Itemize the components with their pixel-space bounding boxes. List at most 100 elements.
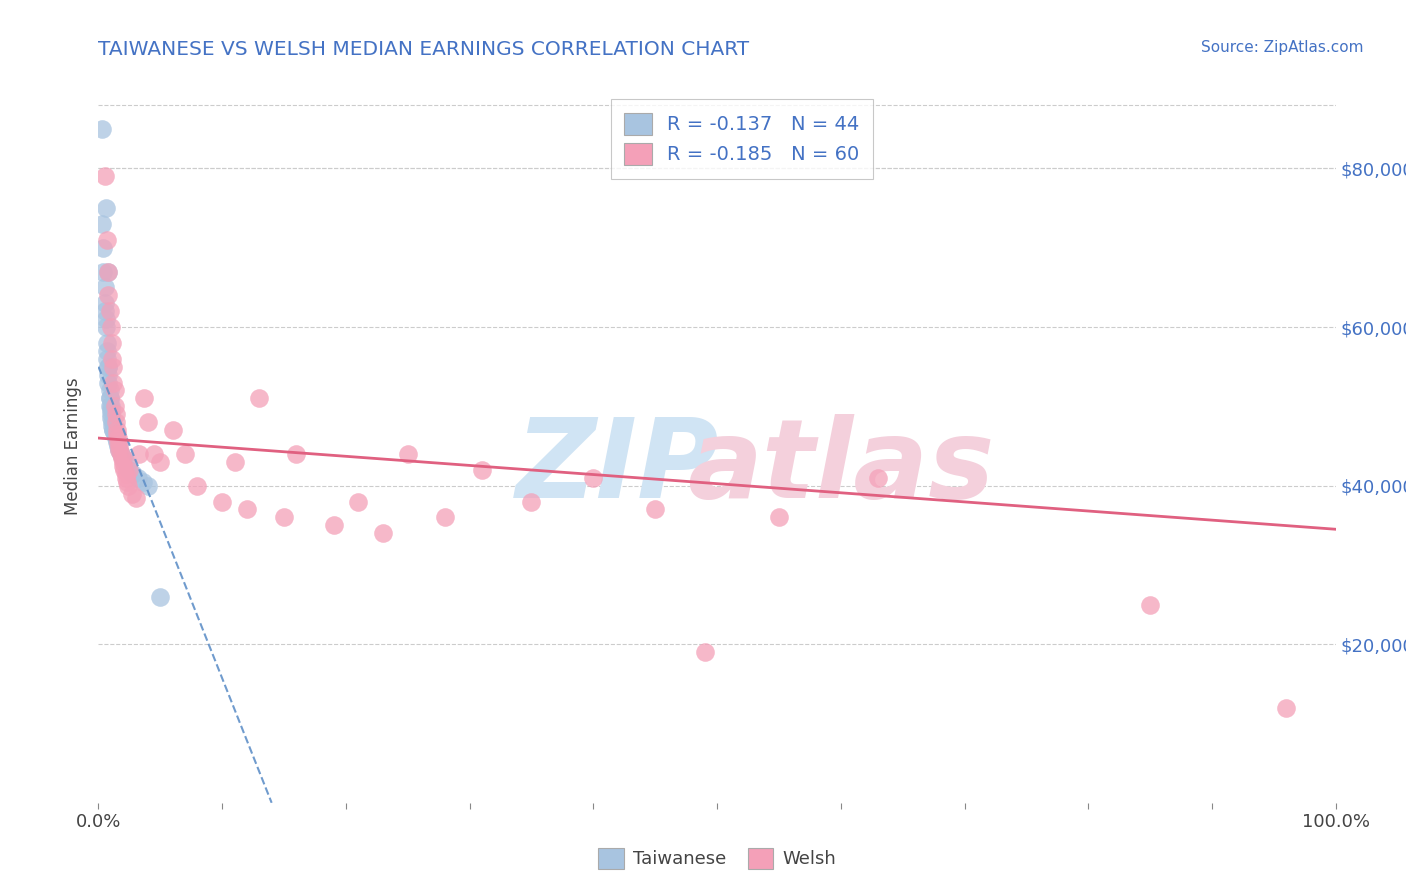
Point — [108, 442, 131, 457]
Point — [134, 392, 156, 406]
Point — [186, 478, 208, 492]
Point — [97, 359, 120, 374]
Point — [520, 494, 543, 508]
Point — [104, 431, 127, 445]
Text: Source: ZipAtlas.com: Source: ZipAtlas.com — [1201, 40, 1364, 55]
Point — [94, 320, 117, 334]
Point — [93, 280, 115, 294]
Point — [224, 455, 246, 469]
Point — [768, 510, 790, 524]
Point — [322, 518, 344, 533]
Point — [101, 419, 124, 434]
Text: atlas: atlas — [688, 414, 994, 521]
Point — [347, 494, 370, 508]
Point — [94, 201, 117, 215]
Point — [112, 450, 135, 465]
Point — [94, 312, 117, 326]
Point — [149, 455, 172, 469]
Point — [471, 463, 494, 477]
Point — [866, 471, 889, 485]
Point — [236, 502, 259, 516]
Point — [433, 510, 456, 524]
Point — [644, 502, 666, 516]
Point — [103, 400, 125, 414]
Point — [103, 359, 125, 374]
Point — [114, 467, 136, 481]
Point — [162, 423, 184, 437]
Legend: Taiwanese, Welsh: Taiwanese, Welsh — [591, 840, 844, 876]
Point — [122, 467, 145, 481]
Point — [1139, 598, 1161, 612]
Point — [93, 304, 115, 318]
Point — [127, 471, 149, 485]
Point — [112, 455, 135, 469]
Point — [118, 463, 141, 477]
Point — [693, 645, 716, 659]
Point — [105, 435, 128, 450]
Point — [107, 435, 129, 450]
Point — [97, 376, 120, 390]
Point — [91, 217, 114, 231]
Point — [143, 447, 166, 461]
Point — [105, 427, 128, 442]
Point — [211, 494, 233, 508]
Point — [100, 411, 122, 425]
Point — [285, 447, 308, 461]
Point — [96, 351, 118, 366]
Point — [101, 415, 124, 429]
Point — [103, 384, 125, 398]
Point — [103, 427, 125, 442]
Point — [97, 264, 120, 278]
Point — [103, 423, 125, 437]
Point — [93, 241, 115, 255]
Point — [98, 400, 121, 414]
Point — [121, 486, 143, 500]
Point — [100, 320, 122, 334]
Point — [174, 447, 197, 461]
Point — [100, 403, 122, 417]
Point — [97, 288, 120, 302]
Point — [107, 439, 129, 453]
Point — [108, 442, 131, 457]
Point — [98, 384, 121, 398]
Point — [97, 264, 120, 278]
Point — [104, 415, 127, 429]
Text: TAIWANESE VS WELSH MEDIAN EARNINGS CORRELATION CHART: TAIWANESE VS WELSH MEDIAN EARNINGS CORRE… — [98, 40, 749, 59]
Point — [108, 439, 131, 453]
Point — [371, 526, 394, 541]
Point — [98, 392, 121, 406]
Point — [104, 407, 127, 421]
Point — [105, 423, 128, 437]
Point — [128, 447, 150, 461]
Point — [273, 510, 295, 524]
Point — [1275, 700, 1298, 714]
Point — [97, 359, 120, 374]
Point — [110, 447, 132, 461]
Point — [115, 475, 138, 489]
Point — [112, 458, 135, 473]
Text: ZIP: ZIP — [516, 414, 720, 521]
Point — [101, 351, 124, 366]
Point — [97, 368, 120, 382]
Point — [93, 264, 115, 278]
Point — [396, 447, 419, 461]
Point — [96, 335, 118, 350]
Point — [96, 233, 118, 247]
Point — [100, 400, 122, 414]
Point — [103, 376, 125, 390]
Point — [98, 392, 121, 406]
Point — [111, 450, 134, 465]
Point — [149, 590, 172, 604]
Point — [96, 343, 118, 358]
Point — [136, 415, 159, 429]
Point — [114, 455, 136, 469]
Point — [118, 463, 141, 477]
Point — [110, 447, 132, 461]
Point — [93, 296, 115, 310]
Point — [136, 478, 159, 492]
Point — [114, 471, 136, 485]
Point — [101, 335, 124, 350]
Point — [93, 169, 115, 184]
Point — [98, 304, 121, 318]
Point — [91, 121, 114, 136]
